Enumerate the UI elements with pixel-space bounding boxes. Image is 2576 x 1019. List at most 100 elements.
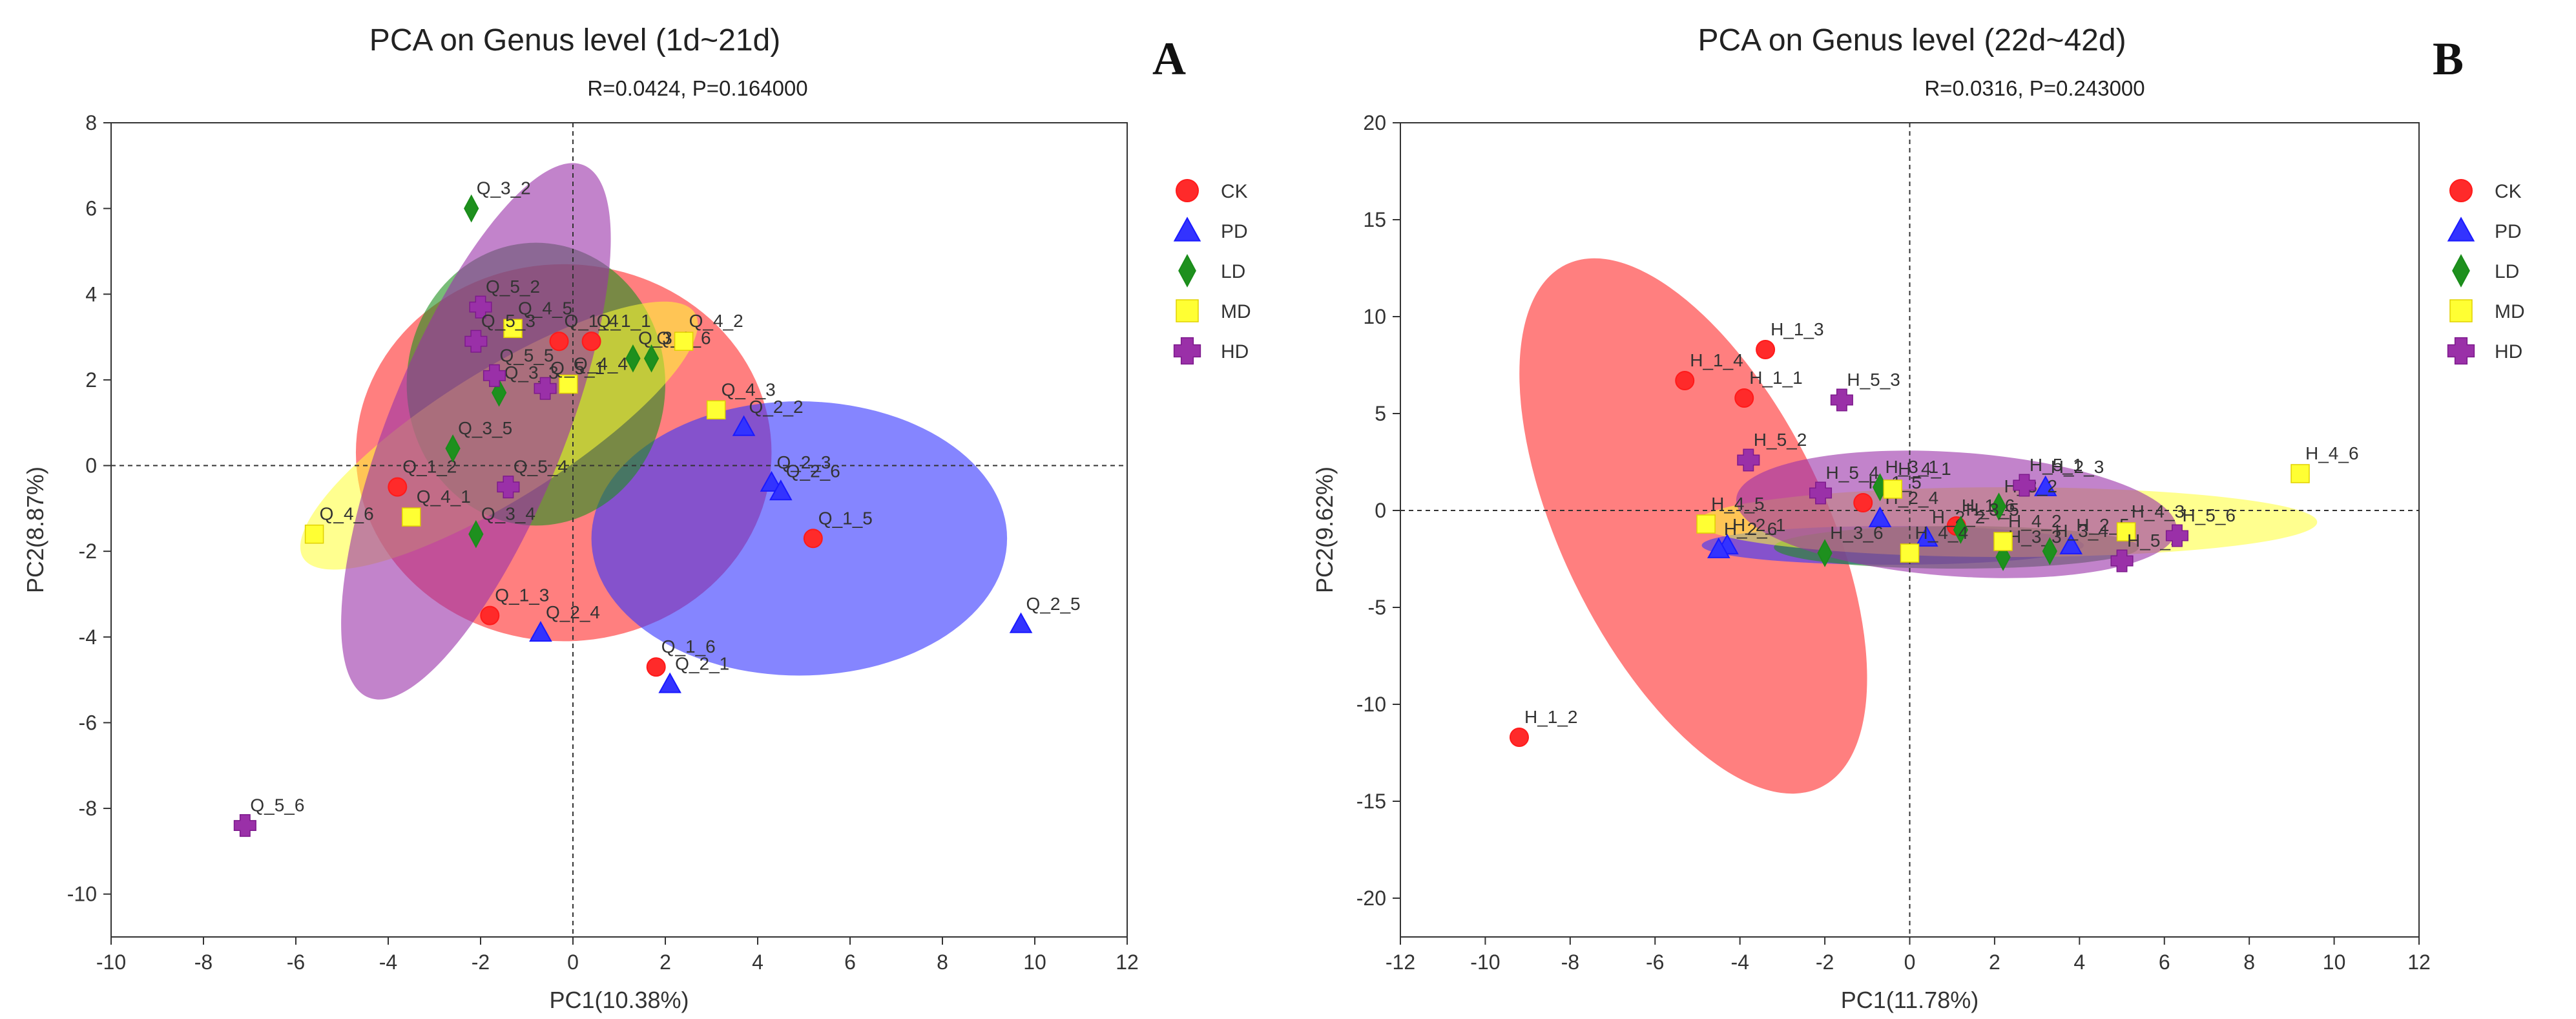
y-tick-label: 2 [85, 368, 97, 392]
point-label: Q_3_4 [481, 504, 535, 524]
point-label: H_3_1 [1885, 457, 1939, 477]
x-tick-label: 12 [2407, 951, 2431, 974]
point-ld [464, 194, 479, 223]
legend-marker-md [1176, 299, 1199, 322]
legend: CK PD LD MD HD [2447, 179, 2525, 365]
point-md [402, 507, 421, 527]
pca-panel-a: PCA on Genus level (1d~21d) R=0.0424, P=0… [22, 23, 1251, 1013]
point-md [559, 374, 578, 394]
y-tick-label: 6 [85, 197, 97, 220]
point-label: Q_2_2 [749, 397, 804, 417]
y-axis-label: PC2(9.62%) [1311, 467, 1338, 593]
point-ld [625, 344, 641, 373]
point-ck [549, 331, 569, 352]
point-ld [1817, 539, 1833, 567]
point-pd [1915, 525, 1938, 547]
point-ck [1734, 388, 1754, 408]
y-tick-label: -4 [79, 625, 97, 649]
point-label: Q_2_6 [786, 461, 840, 481]
point-hd [1830, 388, 1853, 412]
point-label: H_3_6 [1830, 523, 1884, 543]
point-md [706, 400, 726, 420]
point-pd [732, 415, 756, 436]
y-tick-label: 5 [1375, 402, 1386, 425]
legend-label-ck: CK [1221, 181, 1248, 202]
confidence-ellipses [300, 163, 1008, 700]
point-label: Q_5_2 [486, 277, 540, 297]
legend-label-hd: HD [2495, 341, 2522, 362]
point-label: H_2_6 [1724, 519, 1778, 539]
point-label: Q_4_6 [320, 504, 374, 524]
point-ld [1953, 516, 1968, 544]
point-ld [2042, 537, 2057, 565]
y-tick-label: -8 [79, 797, 97, 820]
point-hd [464, 330, 488, 353]
point-label: H_5_6 [2182, 505, 2236, 525]
legend-label-ld: LD [2495, 261, 2519, 282]
legend-label-md: MD [2495, 301, 2525, 322]
point-ld [1991, 492, 2007, 521]
y-tick-label: -15 [1356, 790, 1386, 813]
point-label: H_2_1 [1732, 515, 1786, 535]
data-points: Q_1_1 Q_1_2 Q_1_3 Q_1_4 Q_1_5 Q_1_6Q_2_1 Q_2_2… [233, 178, 1081, 837]
point-label: H_1_1 [1749, 368, 1803, 388]
y-tick-label: 8 [85, 111, 97, 134]
x-tick-label: 4 [2073, 951, 2085, 974]
point-label: Q_5_5 [499, 345, 554, 365]
point-label: H_1_4 [1690, 350, 1743, 370]
y-tick-label: 15 [1363, 208, 1386, 231]
point-label: Q_4_4 [574, 354, 628, 374]
legend-label-ld: LD [1221, 261, 1245, 282]
point-md [2116, 522, 2136, 541]
point-label: H_2_3 [2051, 457, 2104, 477]
point-label: Q_5_4 [514, 457, 568, 477]
ellipse-ck [1519, 258, 1867, 794]
point-label: Q_1_1 [597, 311, 651, 331]
point-label: H_4_3 [2132, 501, 2185, 521]
point-pd [529, 620, 552, 642]
point-label: Q_2_3 [776, 452, 831, 472]
point-md [1993, 532, 2013, 551]
x-axis-label: PC1(10.38%) [549, 987, 689, 1013]
point-pd [658, 672, 681, 693]
legend-label-pd: PD [2495, 221, 2522, 242]
point-ld [445, 434, 461, 463]
point-ld [468, 520, 484, 549]
y-tick-label: 4 [85, 282, 97, 306]
point-hd [233, 814, 256, 837]
point-label: Q_4_1 [417, 487, 471, 507]
x-tick-label: 8 [937, 951, 948, 974]
x-tick-label: 0 [567, 951, 579, 974]
legend-label-ck: CK [2495, 181, 2522, 202]
point-hd [483, 364, 506, 387]
x-tick-label: 8 [2243, 951, 2255, 974]
point-hd [2013, 474, 2036, 497]
point-ck [646, 657, 666, 677]
x-tick-label: -10 [1470, 951, 1500, 974]
y-tick-label: -10 [1356, 693, 1386, 716]
panel-letter: B [2433, 33, 2464, 85]
point-pd [760, 470, 784, 492]
point-hd [534, 377, 557, 400]
legend-marker-pd [2447, 216, 2475, 242]
point-label: Q_4_3 [722, 379, 776, 399]
x-tick-label: 6 [844, 951, 856, 974]
y-tick-label: -5 [1368, 596, 1386, 619]
point-hd [1737, 448, 1760, 472]
point-label: H_5_2 [1754, 430, 1807, 450]
point-ck [803, 529, 823, 549]
point-label: H_3_4 [2055, 521, 2108, 541]
x-tick-label: 12 [1116, 951, 1139, 974]
point-pd [1009, 612, 1033, 633]
y-tick-label: 0 [1375, 499, 1386, 522]
legend-label-pd: PD [1221, 221, 1248, 242]
x-tick-label: -6 [1646, 951, 1664, 974]
point-label: H_1_3 [1771, 319, 1824, 339]
stat-annotation: R=0.0316, P=0.243000 [1924, 76, 2145, 100]
point-label: Q_5_3 [481, 311, 535, 331]
point-label: H_5_1 [2030, 455, 2083, 475]
point-label: Q_5_1 [550, 358, 605, 378]
ellipse-pd [591, 401, 1008, 676]
point-label: Q_5_6 [250, 795, 304, 815]
x-tick-label: 4 [752, 951, 763, 974]
